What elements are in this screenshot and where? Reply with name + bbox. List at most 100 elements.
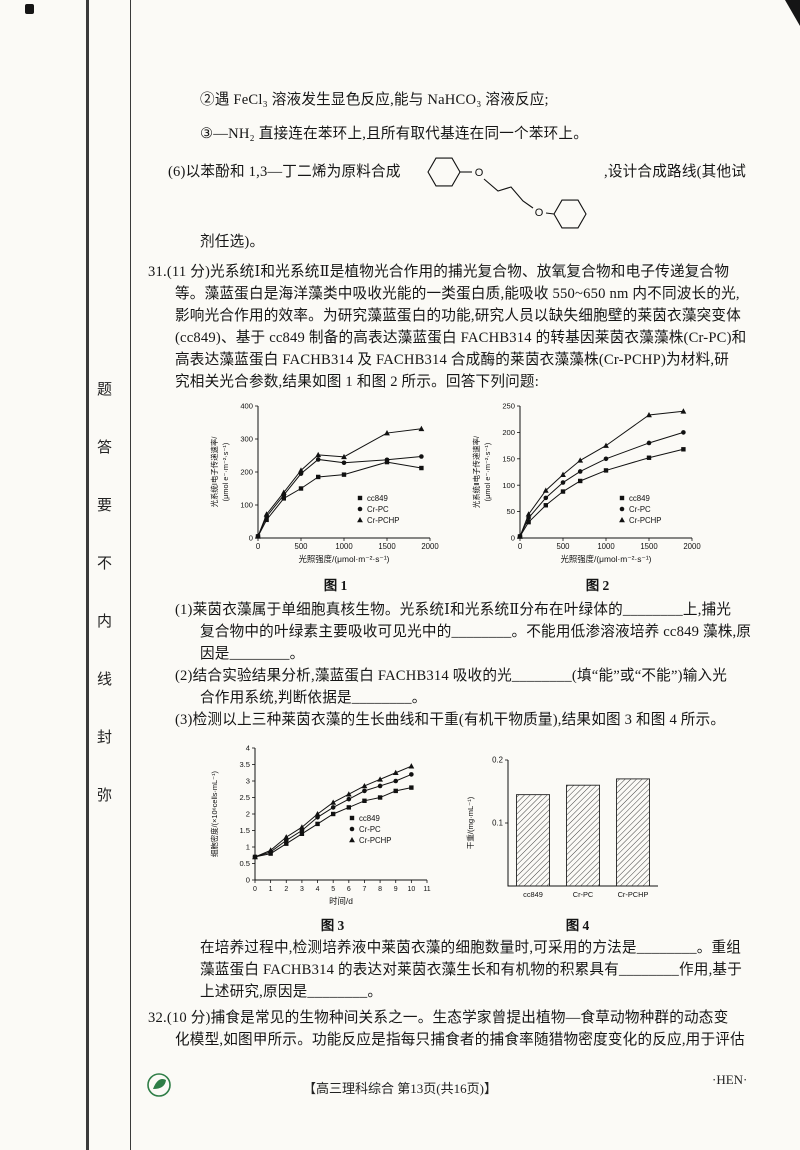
square-marker <box>384 459 390 465</box>
triangle-marker <box>299 824 305 830</box>
series-line-cc849 <box>257 461 422 537</box>
square-marker <box>560 489 566 494</box>
q31-part1-line: 因是________。 <box>200 646 305 662</box>
triangle-marker <box>418 425 425 432</box>
triangle-marker <box>283 834 290 840</box>
square-marker <box>646 455 652 460</box>
series-line-Cr-PC <box>257 455 422 537</box>
x-tick-label: 2000 <box>683 542 701 551</box>
circle-marker <box>357 506 363 512</box>
square-marker <box>299 831 305 836</box>
q31-tail-line: 上述研究,原因是________。 <box>200 984 383 1000</box>
square-marker <box>346 805 352 810</box>
triangle-marker <box>646 411 652 418</box>
x-tick-label: 5 <box>331 886 335 893</box>
y-tick-label: 250 <box>502 402 515 411</box>
benzene-ring-right <box>553 199 587 229</box>
q31-stem-line: (cc849)、基于 cc849 制备的高表达藻蓝蛋白 FACHB314 的转基… <box>175 330 747 346</box>
triangle-marker <box>361 782 368 789</box>
triangle-marker <box>377 776 383 782</box>
oxygen-label: O <box>535 207 544 219</box>
legend-label: cc849 <box>367 494 388 503</box>
triangle-marker <box>341 453 347 460</box>
y-tick-label: 0 <box>249 534 253 543</box>
square-marker <box>357 495 363 501</box>
figure-2-caption: 图 2 <box>585 578 610 593</box>
q31-stem-line: 高表达藻蓝蛋白 FACHB314 及 FACHB314 合成酶的莱茵衣藻藻株(C… <box>175 352 730 368</box>
x-tick-label: 0 <box>256 542 261 551</box>
circle-marker <box>409 772 414 777</box>
triangle-marker <box>542 487 549 493</box>
circle-marker <box>346 796 352 802</box>
circle-marker <box>619 506 625 512</box>
square-marker <box>315 821 320 827</box>
seal-char: 不 <box>97 556 113 572</box>
butylene-chain <box>483 178 534 209</box>
bar-Cr-PCHP <box>616 778 650 887</box>
y-tick-label: 400 <box>240 402 253 411</box>
x-tick-label: 7 <box>363 886 367 893</box>
y-tick-label: 3.5 <box>239 760 250 769</box>
x-tick-label: 500 <box>556 542 570 551</box>
q31-part2-line: 合作用系统,判断依据是________。 <box>200 690 427 706</box>
series-line-Cr-PCHP <box>519 410 684 537</box>
bar-Cr-PC <box>566 784 600 887</box>
circle-marker <box>349 826 355 832</box>
square-marker <box>298 486 304 491</box>
triangle-marker <box>345 791 352 797</box>
y-axis-label: 光系统Ⅰ电子传递速率/ <box>210 436 219 508</box>
y-tick-label: 0 <box>246 876 250 885</box>
series-line-Cr-PCHP <box>257 428 422 537</box>
x-tick-label: 8 <box>378 886 382 893</box>
x-axis-label: 光照强度/(μmol·m⁻²·s⁻¹) <box>561 554 652 564</box>
square-marker <box>316 474 321 480</box>
figure-2-line-chart: 0 50 100 150 200 250 0 500 1000 1500 2000 cc849 Cr-P… <box>472 402 701 564</box>
circle-marker <box>419 454 424 459</box>
chem-condition-3: ③—NH₂ 直接连在苯环上,且所有取代基连在同一个苯环上。 <box>200 126 589 142</box>
triangle-marker <box>408 763 415 769</box>
seal-char: 弥 <box>97 788 113 804</box>
x-tick-label: 1500 <box>378 542 396 551</box>
y-tick-label: 0.1 <box>492 819 503 828</box>
x-tick-label: 10 <box>407 886 415 893</box>
y-axis-label: 细胞密度/(×10⁶cells·mL⁻¹) <box>210 771 219 857</box>
figure-3-line-chart: 0 0.5 1 1.5 2 2.5 3 3.5 4 0 1 2 3 4 5 6 7 8 9 10 11 cc849 Cr-P… <box>210 744 431 906</box>
triangle-marker <box>314 811 321 817</box>
chem-condition-2: ②遇 FeCl₃ 溶液发生显色反应,能与 NaHCO₃ 溶液反应; <box>200 92 549 108</box>
triangle-marker <box>255 533 261 539</box>
triangle-marker <box>392 769 399 776</box>
square-marker <box>526 519 531 525</box>
triangle-marker <box>267 847 274 853</box>
triangle-marker <box>619 517 625 523</box>
triangle-marker <box>349 837 355 843</box>
triangle-marker <box>263 511 270 517</box>
square-marker <box>619 495 625 501</box>
bar-cc849 <box>516 794 550 887</box>
y-tick-label: 300 <box>240 435 253 444</box>
footer-page-label: 【高三理科综合 第13页(共16页)】 <box>303 1081 497 1096</box>
square-marker <box>349 815 355 821</box>
square-marker <box>419 465 424 471</box>
x-tick-label: 11 <box>423 886 430 893</box>
circle-marker <box>560 480 566 485</box>
y-tick-label: 0.2 <box>492 756 503 765</box>
triangle-marker <box>298 467 304 473</box>
seal-char: 封 <box>97 730 113 746</box>
x-tick-label: 1000 <box>335 542 353 551</box>
legend-label: Cr-PCHP <box>367 516 400 525</box>
seal-char: 答 <box>97 440 113 456</box>
y-tick-label: 2.5 <box>239 793 250 802</box>
x-tick-label: 2000 <box>421 542 439 551</box>
triangle-marker <box>577 457 584 463</box>
y-tick-label: 0.5 <box>239 859 250 868</box>
figure-4-caption: 图 4 <box>565 918 590 933</box>
square-marker <box>284 841 289 846</box>
y-tick-label: 2 <box>246 810 250 819</box>
figure-3-caption: 图 3 <box>320 918 345 933</box>
triangle-marker <box>252 853 258 860</box>
x-tick-label: 2 <box>284 886 288 893</box>
triangle-marker <box>560 471 566 477</box>
circle-marker <box>646 440 652 446</box>
triangle-marker <box>315 451 322 458</box>
x-tick-label: 6 <box>347 886 351 893</box>
